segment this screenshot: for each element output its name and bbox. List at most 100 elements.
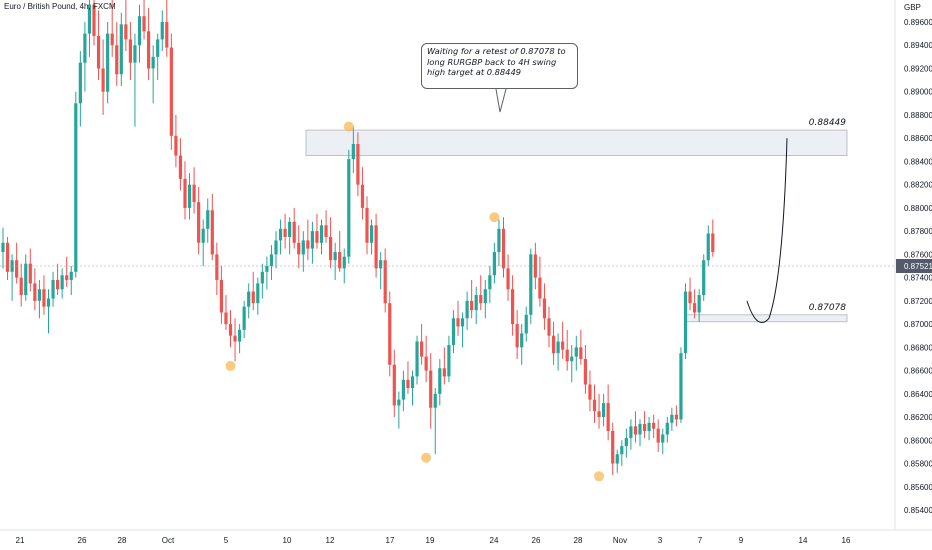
level-label: 0.88449 (809, 118, 846, 128)
candle (647, 417, 651, 441)
level-zone[interactable] (305, 129, 848, 157)
currency-label: GBP (904, 3, 921, 12)
candle (624, 428, 628, 458)
candle (92, 0, 96, 46)
candle (611, 422, 615, 476)
candle (28, 248, 32, 292)
candle (78, 51, 82, 127)
candle (278, 219, 283, 255)
candle (5, 236, 10, 280)
time-axis-ticks: 21 26 28 Oct 5 10 12 17 19 24 26 28 Nov 3 7 9 14 16 (16, 536, 851, 545)
candle (46, 289, 51, 334)
candle (169, 33, 173, 150)
candle (315, 213, 319, 249)
time-tick-label: 7 (698, 536, 703, 545)
candle (579, 329, 583, 365)
candle (151, 45, 155, 104)
candle (351, 126, 355, 174)
candle (661, 428, 665, 455)
candle (137, 4, 142, 63)
price-axis-ticks: 0.89600 0.89400 0.89200 0.89000 0.88800 0.886… (904, 18, 932, 515)
candle (369, 219, 374, 255)
candle (592, 384, 597, 423)
callout-pointer (495, 88, 507, 113)
candle (711, 219, 715, 257)
candle (65, 256, 69, 287)
candle (447, 335, 451, 383)
candle (433, 388, 437, 455)
candle (683, 283, 688, 359)
candle (147, 8, 151, 81)
candle (106, 22, 110, 104)
annotation-callout[interactable]: Waiting for a retest of 0.87078 to long … (421, 43, 578, 89)
candle (251, 271, 255, 311)
candle (401, 370, 405, 412)
candle (524, 306, 528, 342)
candle (606, 384, 610, 441)
candle (333, 242, 337, 280)
candle (633, 411, 638, 443)
price-tick-label: 0.86000 (904, 436, 932, 445)
candle (474, 286, 478, 325)
candle (210, 193, 214, 261)
candle (56, 263, 60, 296)
candle (187, 173, 192, 220)
price-tick-label: 0.89200 (904, 64, 932, 73)
price-tick-label: 0.89000 (904, 88, 932, 97)
candle (96, 10, 101, 81)
candle (233, 318, 237, 362)
candle (456, 300, 460, 336)
candle (160, 10, 164, 52)
candle (87, 0, 92, 57)
candle (706, 225, 710, 266)
candle (310, 221, 314, 264)
candle (1, 227, 5, 269)
candle (561, 321, 565, 359)
candle (24, 254, 28, 301)
candle (415, 335, 419, 385)
current-price-badge (896, 259, 932, 273)
candle (288, 217, 292, 255)
time-tick-label: 28 (118, 536, 127, 545)
candle (74, 91, 78, 278)
candle (224, 295, 228, 330)
candle (529, 248, 533, 325)
candle (442, 347, 446, 385)
candle (602, 393, 606, 427)
candle (219, 266, 223, 325)
candle (488, 266, 492, 304)
candle (374, 213, 378, 278)
candle (83, 22, 87, 92)
time-tick-label: 10 (283, 536, 292, 545)
time-axis[interactable] (0, 530, 932, 550)
candle (383, 248, 387, 313)
price-tick-label: 0.89600 (904, 18, 932, 27)
price-tick-label: 0.88200 (904, 181, 932, 190)
candle (292, 207, 296, 249)
candle (51, 271, 55, 307)
candle (656, 419, 660, 452)
candle (693, 289, 697, 319)
candle (215, 242, 219, 296)
candle (260, 263, 264, 299)
candle (115, 22, 119, 86)
price-tick-label: 0.86200 (904, 413, 932, 422)
candle (69, 266, 73, 296)
time-tick-label: 3 (658, 536, 663, 545)
candle (511, 275, 515, 336)
candle (420, 324, 424, 365)
swing-marker (225, 360, 236, 371)
candle (438, 358, 442, 406)
candle (33, 268, 37, 311)
price-tick-label: 0.87600 (904, 250, 932, 259)
candle (15, 242, 19, 284)
candle (142, 0, 146, 40)
candlestick-series (1, 0, 715, 476)
candle (379, 252, 383, 290)
candle (42, 275, 46, 315)
candle (642, 411, 647, 438)
candle (283, 213, 287, 249)
price-tick-label: 0.88600 (904, 134, 932, 143)
candle (301, 231, 305, 272)
